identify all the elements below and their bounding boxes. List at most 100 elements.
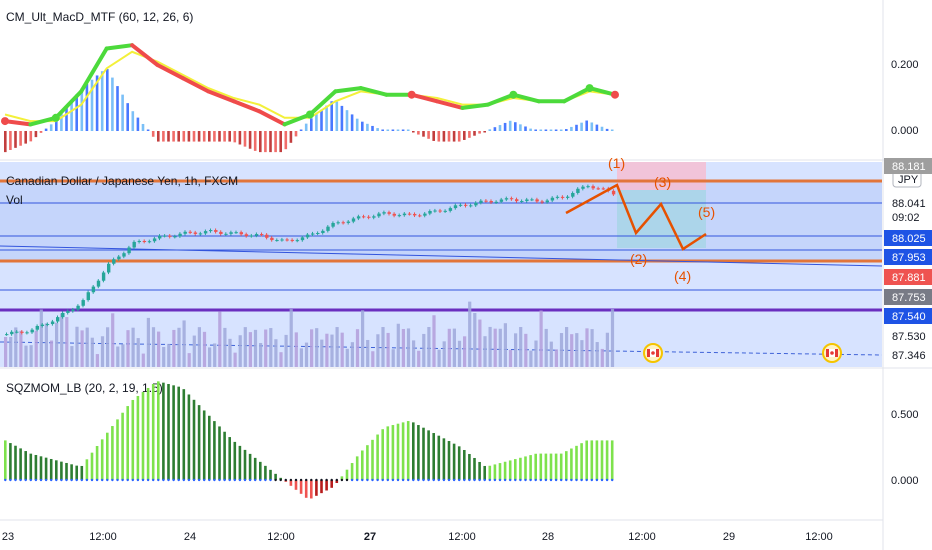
macd-histogram-bar [34, 131, 38, 138]
volume-bar [406, 328, 411, 367]
sqz-zero-dot [259, 478, 262, 482]
sqz-bar [376, 434, 379, 480]
candle-body [152, 238, 157, 242]
sqz-bar [325, 480, 328, 491]
sqz-zero-dot [162, 478, 165, 482]
macd-histogram-bar [468, 131, 471, 138]
volume-bar [457, 340, 462, 367]
sqz-bar [539, 453, 543, 480]
sqz-zero-dot [187, 478, 191, 482]
elliott-wave-projection[interactable] [565, 183, 707, 251]
candle-body [30, 329, 34, 333]
macd-pane-label[interactable]: CM_Ult_MacD_MTF (60, 12, 26, 6) [6, 10, 193, 24]
event-flag-canada[interactable] [643, 343, 663, 363]
candle-body [147, 241, 152, 243]
volume-bar [514, 333, 518, 367]
sqz-zero-dot [264, 478, 267, 482]
wave-label-4: (4) [674, 268, 691, 284]
event-flag-canada[interactable] [822, 343, 842, 363]
price-tag [884, 289, 932, 305]
volume-bar [213, 343, 217, 367]
time-axis[interactable]: 23 12:00 24 12:00 27 12:00 28 12:00 29 12:00 [2, 531, 833, 543]
macd-histogram-bar [202, 131, 206, 142]
volume-bar [585, 328, 589, 367]
macd-histogram-bar [182, 131, 186, 142]
macd-histogram-bar [310, 118, 313, 131]
macd-histogram-bar [208, 131, 211, 142]
sqz-bar [463, 449, 466, 480]
candle-body [520, 201, 524, 203]
candle-body [193, 232, 198, 234]
volume-bar [427, 327, 431, 367]
sqz-bar [361, 450, 364, 480]
sqz-bar [559, 453, 563, 480]
volume-bar [391, 349, 395, 367]
sqz-pane-label[interactable]: SQZMOM_LB (20, 2, 19, 1.5) [6, 381, 163, 395]
candle-body [270, 237, 274, 241]
sqz-zero-dot [101, 478, 104, 482]
currency-badge-text: JPY [898, 174, 919, 186]
sqz-zero-dot [503, 478, 507, 482]
candle-body [550, 197, 555, 201]
sqz-bar [534, 453, 537, 480]
volume-bar [131, 327, 135, 367]
volume-bar [172, 329, 176, 367]
sqz-tick-0500: 0.500 [891, 409, 919, 421]
macd-histogram-bar [85, 83, 89, 131]
trend-line[interactable] [0, 245, 883, 267]
macd-histogram-bar [366, 123, 369, 131]
candle-body [35, 325, 39, 330]
candle-body [601, 188, 606, 190]
macd-histogram-bar [590, 122, 594, 131]
sqz-bar [478, 461, 481, 480]
macd-histogram-bar [412, 131, 415, 133]
sqz-bar [570, 448, 573, 480]
squeeze-momentum-bars [4, 381, 614, 499]
sqz-bar [269, 469, 272, 480]
volume-bar [116, 346, 120, 367]
sqz-bar [335, 480, 339, 483]
macd-histogram-bar [401, 129, 405, 131]
candle-body [540, 201, 544, 203]
sqz-zero-dot [157, 478, 160, 482]
sqz-bar [600, 440, 604, 480]
macd-line-segment [587, 86, 617, 97]
macd-histogram-bar [95, 75, 99, 131]
sqz-zero-dot [50, 478, 53, 482]
candle-body [382, 212, 386, 214]
volume-bar [167, 343, 171, 367]
candle-body [387, 212, 391, 214]
time-axis-label: 12:00 [628, 531, 656, 543]
candle-body [331, 222, 335, 227]
price-tag-label: 88.181 [892, 161, 926, 173]
sqz-zero-dot [152, 478, 155, 482]
candle-body [596, 188, 600, 190]
macd-histogram-bar [396, 129, 400, 131]
volume-label[interactable]: Vol [6, 193, 23, 207]
sqz-zero-dot [90, 478, 94, 482]
sqz-bar [315, 480, 318, 496]
volume-bar [289, 309, 293, 367]
sqz-bar [157, 381, 160, 480]
candle-body [581, 186, 585, 189]
macd-histogram-bar [565, 129, 568, 131]
sqz-bar [19, 448, 22, 480]
sqz-zero-dot [534, 478, 537, 482]
symbol-title[interactable]: Canadian Dollar / Japanese Yen, 1h, FXCM [6, 174, 238, 188]
candle-body [326, 226, 330, 231]
volume-bar [570, 334, 574, 367]
candle-body [484, 200, 488, 202]
candle-body [214, 230, 218, 232]
candle-body [25, 332, 29, 334]
sqz-zero-dot [366, 478, 369, 482]
candle-body [576, 188, 580, 193]
candle-body [443, 210, 447, 212]
volume-bar [468, 301, 472, 367]
channel-zone [0, 182, 882, 260]
sqz-bar [595, 440, 599, 480]
candle-body [530, 199, 534, 201]
wave-label-2: (2) [630, 251, 647, 267]
sqz-zero-dot [131, 478, 134, 482]
sqz-zero-dot [228, 478, 231, 482]
